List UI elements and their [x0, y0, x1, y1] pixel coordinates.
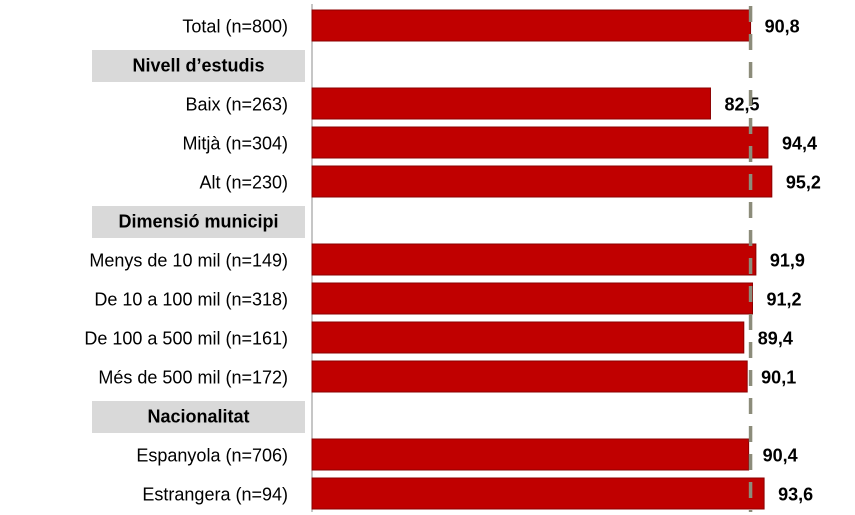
group-header: Nacionalitat — [147, 407, 249, 427]
category-label: De 100 a 500 mil (n=161) — [84, 329, 288, 349]
category-label: Total (n=800) — [182, 17, 288, 37]
category-label: Baix (n=263) — [185, 95, 288, 115]
chart-marks: Total (n=800) 90,8 Nivell d’estudis Baix (n… — [84, 6, 821, 512]
category-label: De 10 a 100 mil (n=318) — [94, 290, 288, 310]
group-header-bg — [92, 206, 305, 238]
category-label: Estrangera (n=94) — [142, 485, 288, 505]
data-label: 93,6 — [778, 485, 813, 505]
category-label: Espanyola (n=706) — [136, 446, 288, 466]
category-label: Menys de 10 mil (n=149) — [89, 251, 288, 271]
bar — [311, 9, 752, 42]
bar — [311, 87, 711, 120]
group-header-bg — [92, 401, 305, 433]
data-label: 90,1 — [761, 368, 796, 388]
bar — [311, 165, 773, 198]
bar — [311, 477, 765, 510]
data-label: 94,4 — [782, 134, 817, 154]
data-label: 89,4 — [758, 329, 793, 349]
group-header-bg — [92, 50, 305, 82]
data-label: 90,4 — [763, 446, 798, 466]
bar — [311, 438, 750, 471]
group-header: Dimensió municipi — [118, 212, 278, 232]
bar — [311, 243, 757, 276]
data-label: 95,2 — [786, 173, 821, 193]
bar — [311, 282, 753, 315]
category-label: Més de 500 mil (n=172) — [98, 368, 288, 388]
category-label: Alt (n=230) — [199, 173, 288, 193]
bar — [311, 126, 769, 159]
data-label: 82,5 — [724, 95, 759, 115]
data-label: 91,9 — [770, 251, 805, 271]
category-label: Mitjà (n=304) — [182, 134, 288, 154]
data-label: 91,2 — [766, 290, 801, 310]
data-label: 90,8 — [765, 17, 800, 37]
group-header: Nivell d’estudis — [132, 56, 264, 76]
bar — [311, 321, 745, 354]
bar — [311, 360, 748, 393]
